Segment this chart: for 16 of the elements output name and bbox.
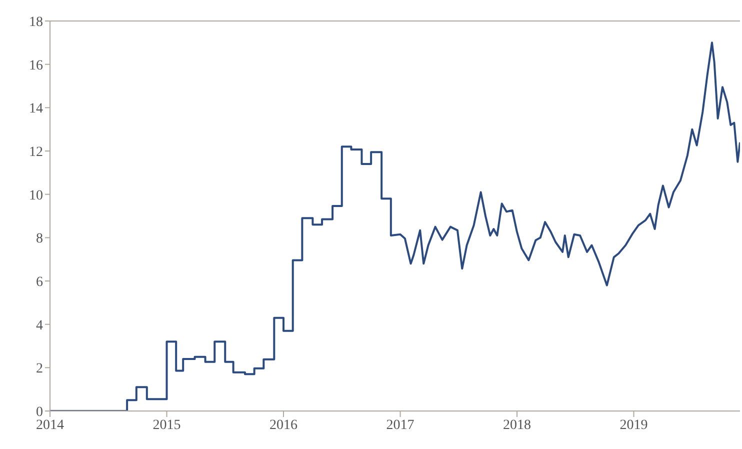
y-tick-label: 8 — [36, 232, 43, 247]
x-tick-label: 2018 — [503, 418, 532, 433]
x-tick-label: 2017 — [386, 418, 414, 433]
y-tick-label: 2 — [36, 362, 43, 377]
x-tick-label: 2019 — [620, 418, 648, 433]
x-tick-label: 2014 — [36, 418, 64, 433]
y-tick-label: 0 — [36, 404, 43, 420]
y-tick-label: 4 — [36, 318, 43, 334]
x-tick-label: 2015 — [152, 418, 181, 433]
y-tick-label: 18 — [29, 14, 43, 30]
y-tick-label: 6 — [36, 274, 43, 290]
x-tick-label: 2016 — [270, 418, 298, 433]
y-tick-label: 14 — [29, 102, 43, 117]
y-tick-label: 12 — [29, 144, 43, 160]
y-tick-label: 16 — [29, 58, 43, 74]
y-tick-label: 10 — [29, 188, 43, 204]
